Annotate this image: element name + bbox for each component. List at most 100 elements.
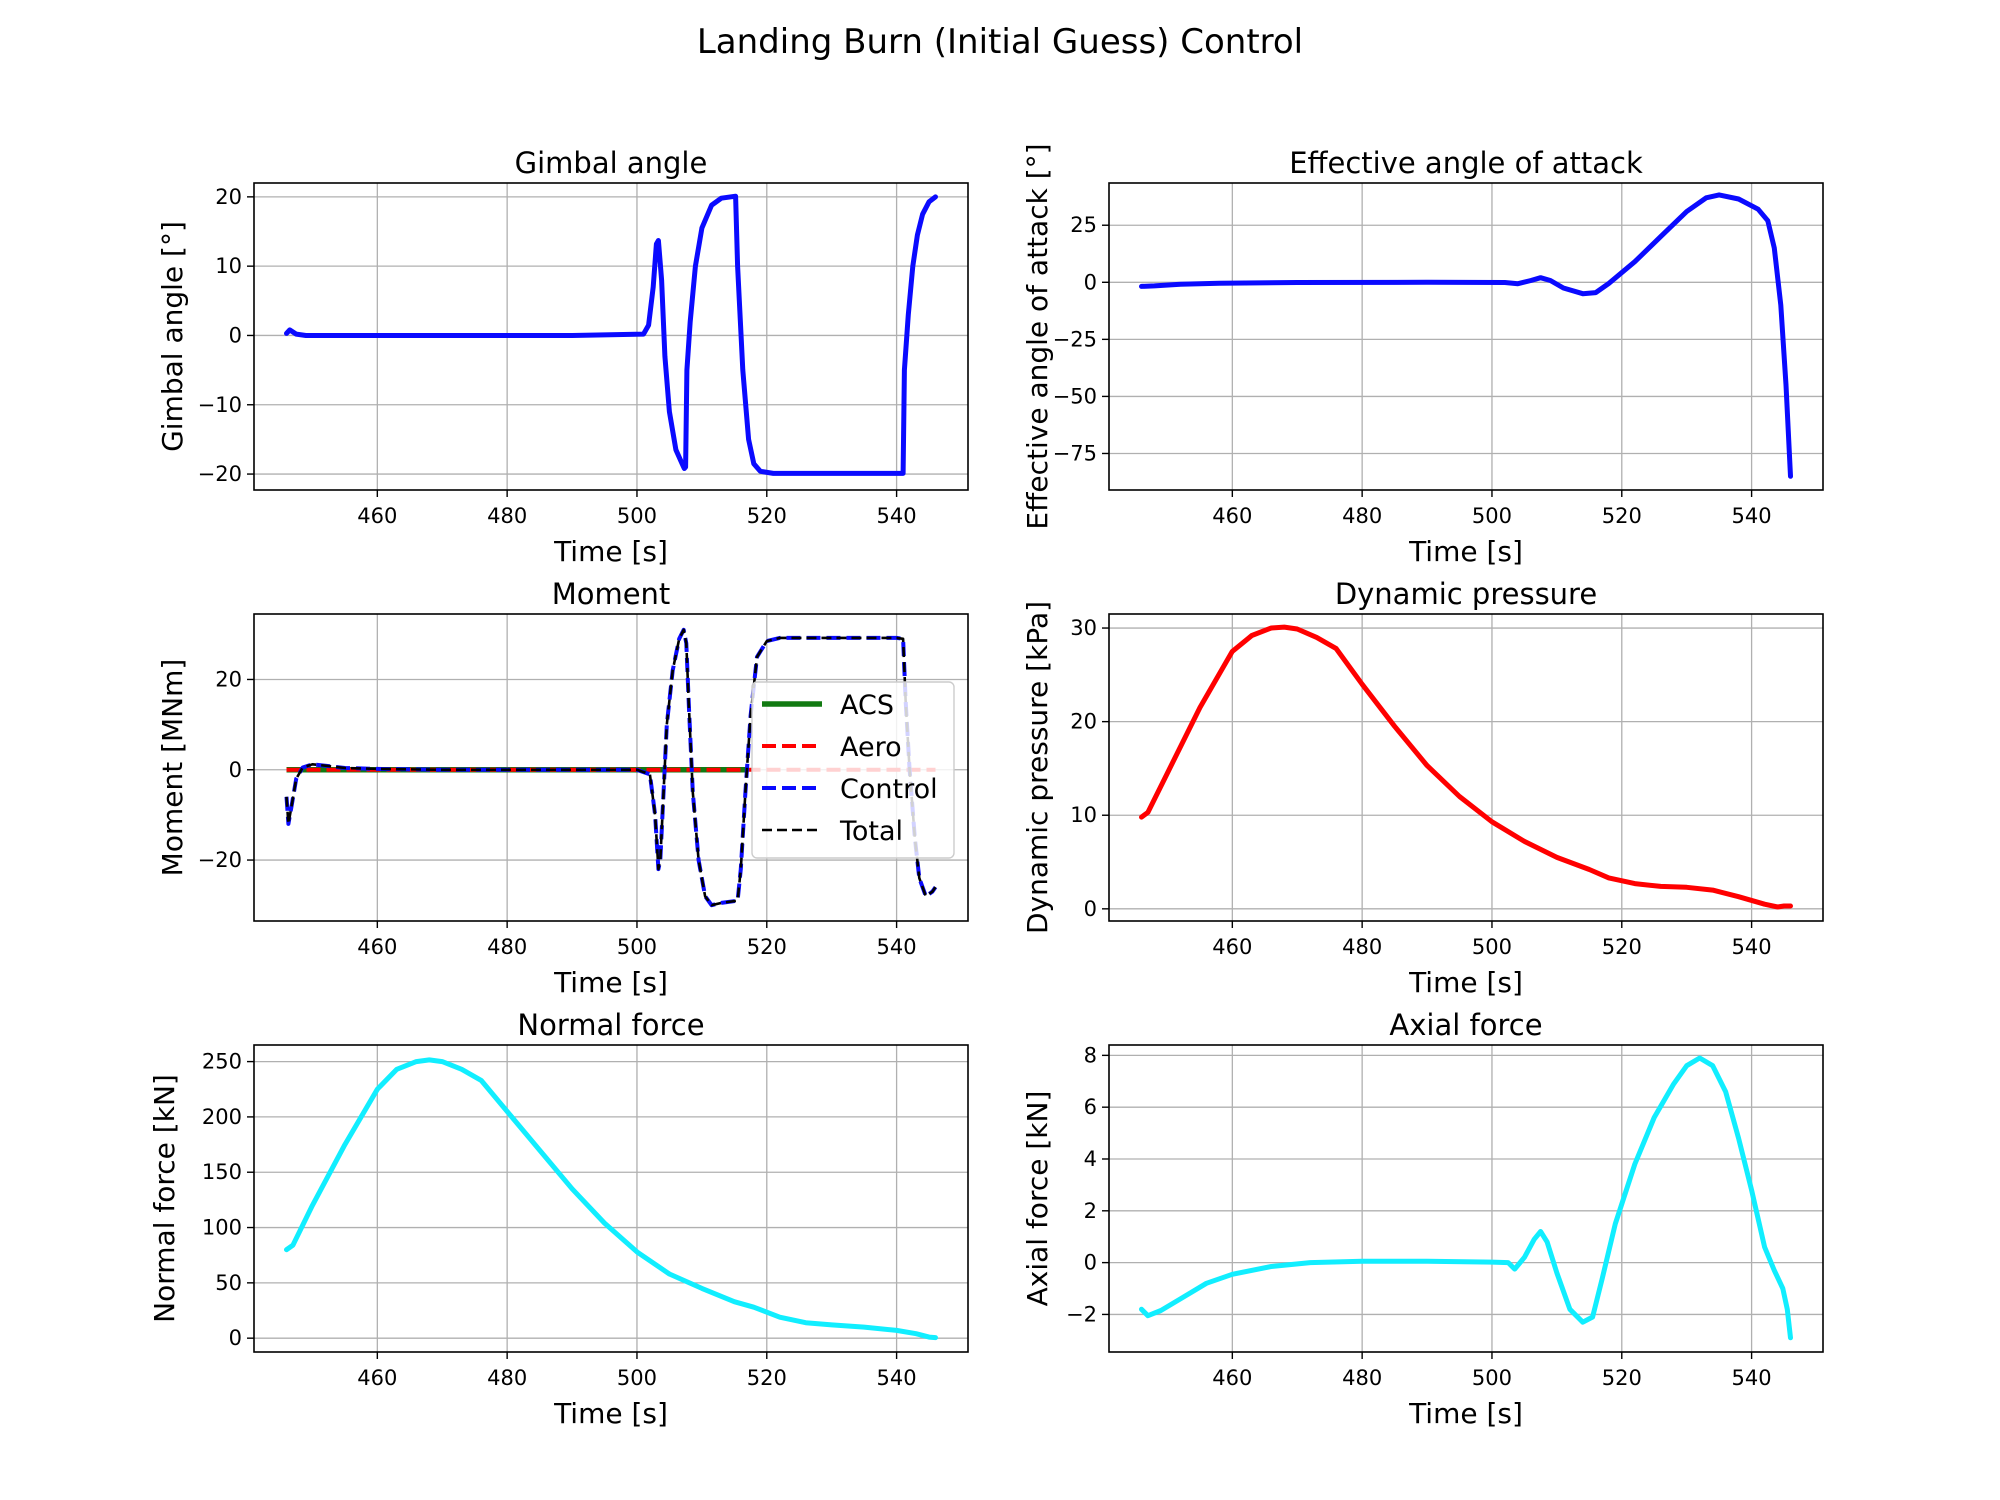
x-tick-label: 520 [1602, 504, 1642, 528]
y-tick-label: 20 [215, 185, 242, 209]
y-tick-label: 8 [1084, 1043, 1097, 1067]
series-group [284, 1057, 938, 1341]
series-group [1139, 624, 1793, 910]
x-tick-label: 500 [617, 935, 657, 959]
y-tick-label: −75 [1053, 441, 1097, 465]
y-tick-label: 200 [202, 1105, 242, 1129]
legend: ACS Aero Control Total [751, 681, 955, 859]
series-line-gimbal [284, 193, 938, 476]
x-tick-label: 500 [1472, 504, 1512, 528]
x-tick-label: 540 [1732, 504, 1772, 528]
series-line-axial [1139, 1055, 1793, 1341]
x-tick-label: 480 [1342, 935, 1382, 959]
x-tick-label: 460 [1212, 935, 1252, 959]
x-tick-label: 500 [617, 504, 657, 528]
y-tick-label: 20 [1070, 710, 1097, 734]
y-tick-label: 4 [1084, 1147, 1097, 1171]
x-tick-label: 500 [617, 1366, 657, 1390]
y-tick-label: −25 [1053, 327, 1097, 351]
legend-frame [751, 681, 955, 859]
chart-normal: 460 480 500 520 540 0 50 100 150 200 250 Normal for… [148, 1008, 969, 1430]
x-tick-label: 520 [1602, 935, 1642, 959]
x-tick-label: 500 [1472, 1366, 1512, 1390]
y-tick-label: 0 [229, 758, 242, 782]
x-tick-label: 520 [747, 504, 787, 528]
y-axis-label: Moment [MNm] [156, 659, 189, 877]
x-tick-label: 460 [1212, 1366, 1252, 1390]
y-axis-label: Axial force [kN] [1021, 1091, 1054, 1307]
x-tick-label: 540 [877, 1366, 917, 1390]
x-tick-label: 480 [487, 935, 527, 959]
axes-frame [253, 1044, 969, 1353]
chart-title: Dynamic pressure [1335, 577, 1597, 611]
y-axis-label: Normal force [kN] [148, 1074, 181, 1323]
x-tick-label: 460 [357, 504, 397, 528]
chart-moment: 460 480 500 520 540 −20 0 20 Moment Time [s] Momen… [156, 577, 969, 999]
y-axis-label: Effective angle of attack [°] [1021, 143, 1054, 529]
chart-dynpress: 460 480 500 520 540 0 10 20 30 Dynamic pressure Ti… [1021, 577, 1824, 999]
x-tick-label: 460 [357, 1366, 397, 1390]
series-group [1139, 192, 1793, 479]
y-tick-label: −50 [1053, 384, 1097, 408]
x-axis-label: Time [s] [1408, 535, 1523, 568]
axes-frame [253, 182, 969, 491]
legend-label-control: Control [840, 774, 938, 805]
x-tick-label: 520 [747, 935, 787, 959]
chart-title: Axial force [1389, 1008, 1542, 1042]
chart-title: Normal force [517, 1008, 704, 1042]
x-tick-label: 520 [747, 1366, 787, 1390]
y-tick-label: 250 [202, 1050, 242, 1074]
y-tick-label: 20 [215, 667, 242, 691]
axes-frame [1108, 613, 1824, 922]
y-axis-label: Gimbal angle [°] [156, 221, 189, 452]
x-tick-label: 500 [1472, 935, 1512, 959]
series-line-aoa [1139, 192, 1793, 479]
x-tick-label: 460 [1212, 504, 1252, 528]
x-axis-label: Time [s] [553, 1397, 668, 1430]
chart-axial: 460 480 500 520 540 −2 0 2 4 6 8 Axial force Time [s… [1021, 1008, 1824, 1430]
series-line-dynpress [1139, 624, 1793, 910]
x-tick-label: 480 [1342, 1366, 1382, 1390]
x-tick-label: 480 [487, 1366, 527, 1390]
legend-label-acs: ACS [840, 690, 894, 721]
chart-title: Effective angle of attack [1289, 146, 1643, 180]
chart-aoa: 460 480 500 520 540 −75 −50 −25 0 25 Effective ang… [1021, 143, 1824, 568]
series-group [284, 193, 938, 476]
axes-frame [253, 613, 969, 922]
y-tick-label: 0 [1084, 897, 1097, 921]
x-tick-label: 480 [1342, 504, 1382, 528]
x-tick-label: 540 [1732, 1366, 1772, 1390]
y-tick-label: 150 [202, 1160, 242, 1184]
y-tick-label: 0 [1084, 270, 1097, 294]
y-tick-label: 2 [1084, 1199, 1097, 1223]
axes-frame [1108, 182, 1824, 491]
series-line-normal [284, 1057, 938, 1341]
y-tick-label: 10 [215, 254, 242, 278]
y-tick-label: 30 [1070, 616, 1097, 640]
y-tick-label: 0 [1084, 1251, 1097, 1275]
x-axis-label: Time [s] [553, 966, 668, 999]
x-axis-label: Time [s] [1408, 1397, 1523, 1430]
chart-title: Moment [552, 577, 671, 611]
series-line-total [285, 628, 937, 907]
axes-frame [1108, 1044, 1824, 1353]
legend-label-aero: Aero [840, 732, 902, 763]
x-axis-label: Time [s] [553, 535, 668, 568]
y-tick-label: 0 [229, 323, 242, 347]
chart-gimbal: 460 480 500 520 540 −20 −10 0 10 20 Gimbal angle Ti… [156, 146, 969, 568]
y-tick-label: 10 [1070, 803, 1097, 827]
figure-title: Landing Burn (Initial Guess) Control [696, 22, 1304, 62]
y-tick-label: −20 [198, 848, 242, 872]
y-tick-label: 6 [1084, 1095, 1097, 1119]
y-tick-label: 0 [229, 1326, 242, 1350]
y-axis-label: Dynamic pressure [kPa] [1021, 601, 1054, 934]
y-tick-label: 25 [1070, 213, 1097, 237]
y-tick-label: −10 [198, 393, 242, 417]
x-tick-label: 480 [487, 504, 527, 528]
series-group [1139, 1055, 1793, 1341]
chart-title: Gimbal angle [515, 146, 708, 180]
x-tick-label: 520 [1602, 1366, 1642, 1390]
y-tick-label: 100 [202, 1216, 242, 1240]
x-tick-label: 460 [357, 935, 397, 959]
x-tick-label: 540 [877, 504, 917, 528]
